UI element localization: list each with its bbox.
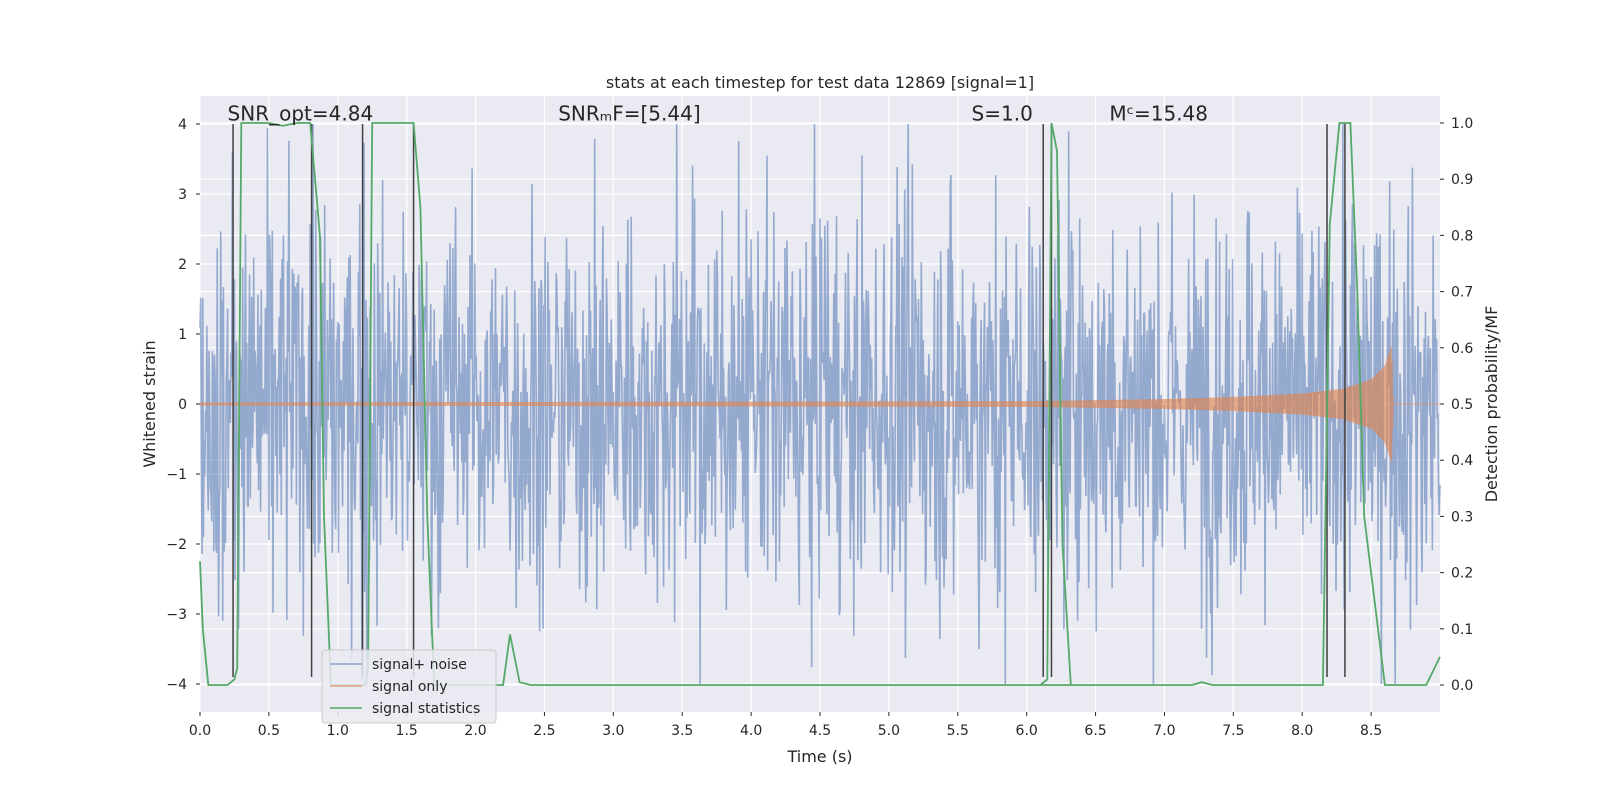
x-tick-label-17: 8.5 [1360, 723, 1382, 739]
y-tick-label-5: −1 [166, 467, 187, 483]
legend-label-statistics: signal statistics [372, 701, 480, 717]
annotation-3: Mᶜ=15.48 [1109, 102, 1208, 126]
y-axis-label: Whitened strain [140, 340, 159, 467]
chart-title: stats at each timestep for test data 128… [606, 73, 1034, 92]
signal-only-series [199, 346, 1440, 464]
x-tick-label-11: 5.5 [947, 723, 969, 739]
y-tick-label-8: −4 [166, 677, 187, 693]
y-tick-label-1: 3 [178, 187, 187, 203]
y-tick-label-4: 0 [178, 397, 187, 413]
x-tick-label-14: 7.0 [1153, 723, 1175, 739]
y2-tick-label-7: 0.3 [1451, 509, 1473, 525]
legend-box [321, 649, 497, 724]
y2-tick-label-1: 0.9 [1451, 172, 1473, 188]
x-tick-label-3: 1.5 [396, 723, 418, 739]
statistics-burst-trace [1039, 122, 1072, 686]
signal-only-trace [199, 346, 1440, 464]
x-tick-label-2: 1.0 [327, 723, 349, 739]
annotations: SNR_opt=4.84 SNRₘF=[5.44] S=1.0 Mᶜ=15.48 [228, 102, 1208, 126]
annotation-1: SNRₘF=[5.44] [558, 102, 700, 126]
x-tick-label-7: 3.5 [671, 723, 693, 739]
x-tick-label-6: 3.0 [602, 723, 624, 739]
x-axis-label: Time (s) [786, 747, 852, 766]
y2-tick-label-8: 0.2 [1451, 566, 1473, 582]
y2-tick-label-3: 0.7 [1451, 285, 1473, 301]
x-tick-label-8: 4.0 [740, 723, 762, 739]
y2-tick-label-5: 0.5 [1451, 397, 1473, 413]
x-tick-label-10: 5.0 [878, 723, 900, 739]
y2-tick-label-10: 0.0 [1451, 678, 1473, 694]
annotation-0: SNR_opt=4.84 [228, 102, 374, 126]
ticks: 0.0 0.5 1.0 1.5 2.0 2.5 3.0 3.5 4.0 4.5 5.0 5.5 6.0 6… [166, 116, 1473, 739]
x-tick-label-5: 2.5 [533, 723, 555, 739]
y2-tick-label-4: 0.6 [1451, 341, 1473, 357]
signal-noise-series [199, 123, 1441, 685]
legend: signal+ noise signal only signal statist… [321, 649, 497, 724]
x-tick-label-13: 6.5 [1084, 723, 1106, 739]
y-tick-label-3: 1 [178, 327, 187, 343]
y2-tick-label-9: 0.1 [1451, 622, 1473, 638]
y2-axis-label: Detection probability/MF [1482, 306, 1501, 503]
y-tick-label-6: −2 [166, 537, 187, 553]
y2-tick-label-6: 0.4 [1451, 453, 1473, 469]
noise-trace [199, 123, 1441, 685]
x-tick-label-9: 4.5 [809, 723, 831, 739]
x-tick-label-1: 0.5 [258, 723, 280, 739]
y2-tick-label-2: 0.8 [1451, 228, 1473, 244]
x-tick-label-16: 8.0 [1291, 723, 1313, 739]
y-tick-label-0: 4 [178, 117, 187, 133]
x-tick-label-0: 0.0 [189, 723, 211, 739]
x-tick-label-4: 2.0 [464, 723, 486, 739]
y-tick-label-2: 2 [178, 257, 187, 273]
marker-lines [232, 124, 1346, 677]
x-tick-label-15: 7.5 [1222, 723, 1244, 739]
signal-statistics-series [199, 122, 1441, 686]
legend-label-signal: signal only [372, 679, 447, 695]
statistics-trace [199, 122, 1441, 686]
y2-tick-label-0: 1.0 [1451, 116, 1473, 132]
x-tick-label-12: 6.0 [1016, 723, 1038, 739]
annotation-2: S=1.0 [972, 102, 1033, 126]
legend-label-noise: signal+ noise [372, 657, 467, 673]
y-tick-label-7: −3 [166, 607, 187, 623]
